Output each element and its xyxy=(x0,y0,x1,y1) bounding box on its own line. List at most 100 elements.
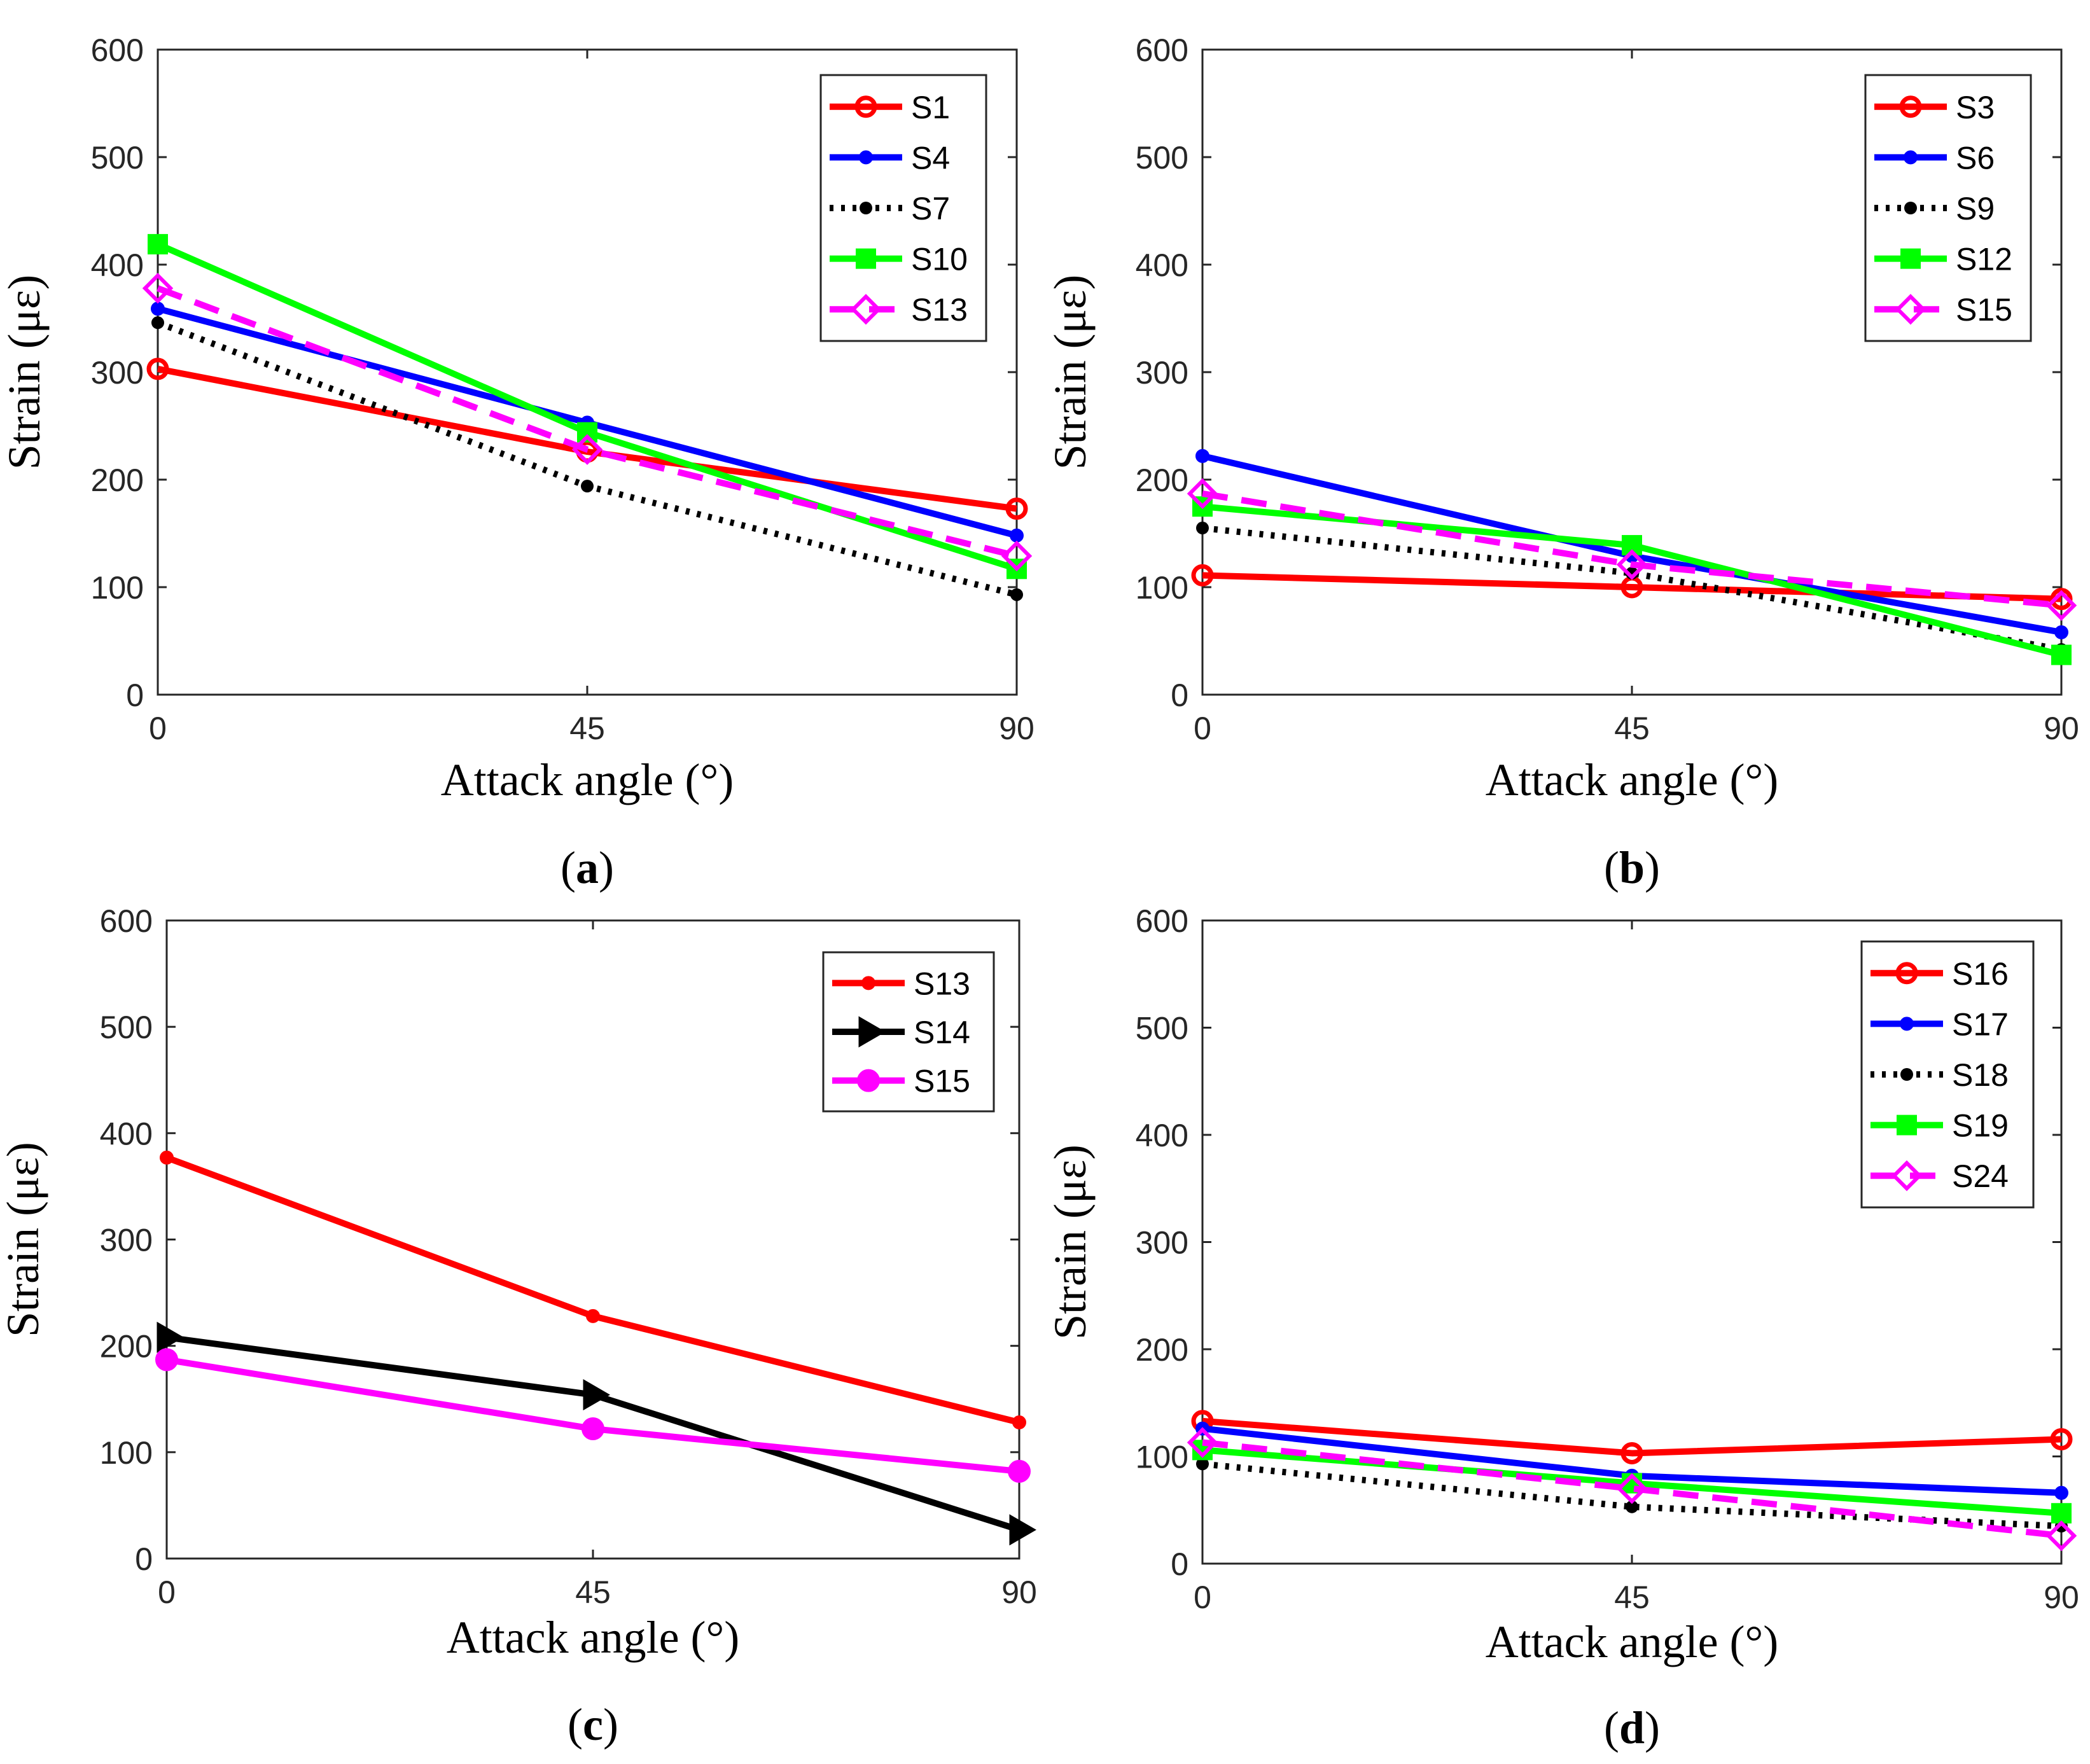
legend-label: S15 xyxy=(1956,292,2012,328)
legend-marker xyxy=(859,150,873,165)
legend-box xyxy=(819,74,987,342)
data-point xyxy=(2050,1428,2073,1451)
data-point xyxy=(581,480,594,493)
data-point xyxy=(1187,1427,1218,1458)
data-point xyxy=(146,358,169,380)
panel-caption-letter: c xyxy=(583,1699,603,1750)
data-point xyxy=(582,1417,604,1441)
series-line-S16 xyxy=(1202,1417,2062,1457)
legend-label: S24 xyxy=(1952,1158,2009,1194)
legend-marker xyxy=(1895,293,1926,325)
data-point xyxy=(2054,625,2068,639)
chart-b: 0 100 200 300 400 500 600 0 45 90 Strain (με) Attac… xyxy=(1045,32,2079,893)
data-point xyxy=(1620,1441,1643,1464)
legend-label: S15 xyxy=(914,1064,970,1099)
legend-label: S14 xyxy=(914,1015,970,1050)
legend-marker xyxy=(1899,95,1922,118)
y-tick-label: 500 xyxy=(91,140,144,176)
y-axis-label: Strain (με) xyxy=(1045,1144,1096,1340)
data-point xyxy=(1191,564,1214,587)
legend-label: S12 xyxy=(1956,242,2012,277)
data-point xyxy=(2051,1503,2072,1524)
series-S7 xyxy=(151,316,1023,601)
y-tick-label: 200 xyxy=(1136,462,1188,498)
data-point xyxy=(157,1321,184,1353)
legend-label: S16 xyxy=(1952,956,2009,992)
legend-marker xyxy=(1900,1017,1914,1031)
y-tick-label: 600 xyxy=(1136,903,1188,939)
chart-a: 0 100 200 300 400 500 600 0 45 90 Strain (με) Attac… xyxy=(0,32,1035,893)
legend-marker xyxy=(857,1069,880,1092)
y-tick-label: 600 xyxy=(91,32,144,68)
panel-caption-letter: d xyxy=(1619,1702,1645,1753)
x-tick-label: 0 xyxy=(1194,711,1211,746)
panel-caption: (a) xyxy=(561,842,614,893)
legend-box xyxy=(1864,74,2032,342)
series-S15 xyxy=(155,1348,1031,1483)
panel-caption: (c) xyxy=(568,1699,618,1750)
panel-caption: (b) xyxy=(1604,842,1660,893)
data-point xyxy=(583,1379,610,1411)
x-tick-label: 45 xyxy=(575,1574,611,1610)
data-point xyxy=(151,302,165,316)
legend-marker xyxy=(850,293,882,325)
legend-label: S10 xyxy=(911,242,968,277)
x-axis-label: Attack angle (°) xyxy=(1486,1616,1779,1667)
data-point xyxy=(1009,1514,1036,1546)
y-tick-label: 200 xyxy=(91,462,144,498)
y-tick-label: 200 xyxy=(1136,1332,1188,1368)
y-tick-label: 400 xyxy=(1136,247,1188,283)
legend-marker xyxy=(1904,150,1918,165)
y-tick-label: 600 xyxy=(100,903,153,939)
x-tick-label: 45 xyxy=(569,711,605,746)
legend-label: S3 xyxy=(1956,90,1995,125)
y-tick-label: 300 xyxy=(100,1223,153,1258)
y-axis-label: Strain (με) xyxy=(0,1142,48,1337)
legend-marker xyxy=(1895,962,1918,985)
data-point xyxy=(1001,540,1033,572)
y-tick-label: 0 xyxy=(135,1541,153,1577)
x-tick-label: 0 xyxy=(1194,1580,1211,1615)
y-tick-label: 100 xyxy=(1136,570,1188,606)
data-point xyxy=(1196,522,1209,535)
legend-label: S13 xyxy=(911,292,968,328)
data-point xyxy=(160,1150,174,1165)
data-point xyxy=(1008,1459,1031,1483)
x-tick-label: 0 xyxy=(158,1574,176,1610)
x-axis-label: Attack angle (°) xyxy=(447,1612,740,1663)
data-point xyxy=(1196,1457,1209,1471)
x-tick-label: 45 xyxy=(1614,1580,1650,1615)
legend-label: S19 xyxy=(1952,1108,2009,1144)
series-line-S3 xyxy=(1202,572,2062,602)
y-tick-label: 400 xyxy=(1136,1118,1188,1153)
data-point xyxy=(2045,1520,2077,1552)
legend: S1 S4 S7 S10 S13 xyxy=(819,74,987,342)
panel-caption-letter: b xyxy=(1619,842,1645,893)
legend: S16 S17 S18 S19 S24 xyxy=(1860,940,2035,1209)
data-point xyxy=(1616,549,1648,580)
y-tick-label: 300 xyxy=(91,355,144,391)
data-point xyxy=(1010,528,1024,543)
x-tick-label: 90 xyxy=(1001,1574,1037,1610)
panel-caption-letter: a xyxy=(576,842,599,893)
x-tick-label: 90 xyxy=(2044,711,2079,746)
legend-box xyxy=(1860,940,2035,1209)
x-tick-label: 90 xyxy=(999,711,1035,746)
series-line-S15 xyxy=(1202,490,2062,609)
y-tick-label: 300 xyxy=(1136,1225,1188,1261)
data-point xyxy=(151,316,164,330)
data-point xyxy=(1012,1415,1026,1430)
data-point xyxy=(1195,448,1209,463)
legend-marker xyxy=(854,95,877,118)
chart-d: 0 100 200 300 400 500 600 0 45 90 Strain (με) Attac… xyxy=(1045,903,2079,1753)
x-tick-label: 90 xyxy=(2044,1580,2079,1615)
data-point xyxy=(1616,1473,1648,1504)
series-line-S24 xyxy=(1202,1439,2062,1539)
x-tick-label: 0 xyxy=(149,711,167,746)
data-point xyxy=(586,1309,600,1323)
y-tick-label: 0 xyxy=(126,677,144,713)
y-tick-label: 200 xyxy=(100,1329,153,1365)
legend-label: S17 xyxy=(1952,1006,2009,1042)
legend-label: S1 xyxy=(911,90,950,125)
